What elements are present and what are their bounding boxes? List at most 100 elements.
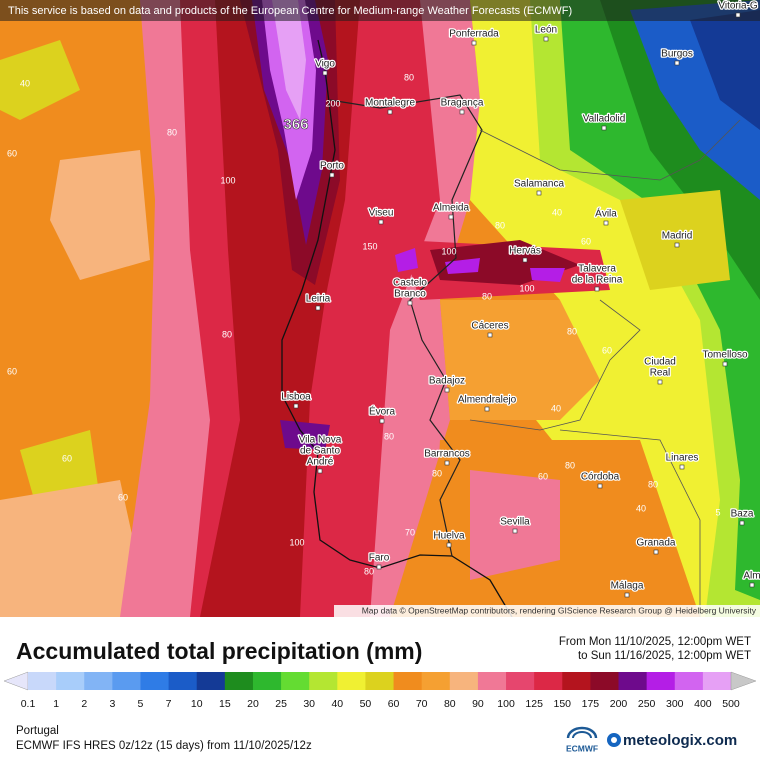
colorbar-label: 150 — [554, 698, 572, 710]
colorbar-box — [309, 672, 338, 690]
city-label: Córdoba — [581, 472, 620, 483]
colorbar-box — [140, 672, 170, 690]
contour-label: 60 — [581, 236, 591, 246]
precip-area — [280, 420, 330, 450]
colorbar-label: 7 — [166, 698, 172, 710]
city-label: André — [307, 457, 334, 468]
precip-area — [530, 268, 565, 282]
city-label: Badajoz — [429, 376, 465, 387]
contour-label: 60 — [62, 453, 72, 463]
city-label: Granada — [637, 538, 676, 549]
city-marker — [543, 36, 549, 42]
city-marker — [597, 483, 603, 489]
city-label: Alm — [743, 571, 760, 582]
colorbar-box — [196, 672, 226, 690]
city-marker — [293, 403, 299, 409]
city-marker — [653, 549, 659, 555]
colorbar-label: 250 — [638, 698, 656, 710]
colorbar-box — [646, 672, 676, 690]
precip-area — [470, 470, 560, 580]
city-marker — [739, 520, 745, 526]
city-marker — [522, 257, 528, 263]
city-marker — [329, 172, 335, 178]
colorbar-label: 60 — [388, 698, 400, 710]
contour-label: 100 — [441, 246, 456, 256]
city-marker — [674, 60, 680, 66]
contour-label: 40 — [20, 78, 30, 88]
colorbar-label: 80 — [444, 698, 456, 710]
city-label: Branco — [394, 289, 426, 300]
contour-label: 80 — [167, 127, 177, 137]
max-label: 366 — [283, 116, 308, 133]
contour-label: 70 — [405, 527, 415, 537]
city-label: Lisboa — [281, 392, 311, 403]
ecmwf-icon — [566, 726, 598, 739]
colorbar-box — [393, 672, 423, 690]
colorbar-label: 20 — [247, 698, 259, 710]
contour-label: 80 — [565, 460, 575, 470]
banner: This service is based on data and produc… — [8, 5, 572, 17]
city-label: Leiria — [306, 294, 331, 305]
city-label: Vigo — [315, 59, 335, 70]
contour-label: 80 — [432, 468, 442, 478]
border — [329, 94, 483, 557]
contour-label: 80 — [364, 566, 374, 576]
city-marker — [536, 190, 542, 196]
city-label: Ponferrada — [449, 29, 499, 40]
precip-area — [445, 258, 480, 274]
colorbar-box — [477, 672, 507, 690]
colorbar-label: 25 — [275, 698, 287, 710]
contour-label: 60 — [118, 492, 128, 502]
colorbar-arrow — [730, 671, 757, 691]
precip-area — [272, 0, 306, 120]
colorbar-label: 1 — [53, 698, 59, 710]
precip-area — [0, 480, 150, 617]
contour-label: 80 — [404, 72, 414, 82]
colorbar-label: 3 — [109, 698, 115, 710]
colorbar: 0.1 1 2 3 5 7 10 15 20 25 30 40 50 60 70 80 90 100 125 150 1… — [3, 671, 757, 710]
precip-area — [440, 300, 600, 420]
city-label: Porto — [320, 161, 344, 172]
model-info: ECMWF IFS HRES 0z/12z (15 days) from 11/… — [16, 740, 312, 752]
city-label: Real — [650, 368, 671, 379]
city-marker — [749, 582, 755, 588]
city-label: Huelva — [433, 531, 465, 542]
city-marker — [674, 242, 680, 248]
colorbar-box — [337, 672, 366, 690]
contour-label: 80 — [222, 329, 232, 339]
colorbar-box — [168, 672, 198, 690]
city-marker — [471, 40, 477, 46]
city-label: Burgos — [661, 49, 693, 60]
city-marker — [444, 387, 450, 393]
city-marker — [378, 219, 384, 225]
city-marker — [624, 592, 630, 598]
region: Portugal — [16, 725, 59, 737]
colorbar-box — [224, 672, 254, 690]
city-marker — [387, 109, 393, 115]
city-label: Cáceres — [471, 321, 508, 332]
contour-label: 60 — [7, 148, 17, 158]
colorbar-box — [56, 672, 85, 690]
city-marker — [448, 214, 454, 220]
colorbar-label: 50 — [360, 698, 372, 710]
contour-label: 60 — [538, 471, 548, 481]
contour-label: 40 — [551, 403, 561, 413]
contour-label: 80 — [648, 479, 658, 489]
contour-label: 40 — [552, 207, 562, 217]
city-label: Évora — [369, 405, 396, 418]
colorbar-box — [28, 672, 57, 690]
precip-area — [50, 150, 150, 280]
site-icon — [611, 737, 617, 743]
precip-area — [395, 248, 418, 272]
colorbar-box — [281, 672, 310, 690]
colorbar-label: 5 — [138, 698, 144, 710]
colorbar-label: 200 — [610, 698, 628, 710]
colorbar-label: 0.1 — [21, 698, 36, 710]
colorbar-label: 175 — [582, 698, 600, 710]
colorbar-box — [112, 672, 141, 690]
coastline — [281, 39, 513, 617]
contour-label: 80 — [384, 431, 394, 441]
attribution: Map data © OpenStreetMap contributors, r… — [362, 605, 757, 615]
colorbar-label: 400 — [694, 698, 712, 710]
contour-label: 80 — [495, 220, 505, 230]
